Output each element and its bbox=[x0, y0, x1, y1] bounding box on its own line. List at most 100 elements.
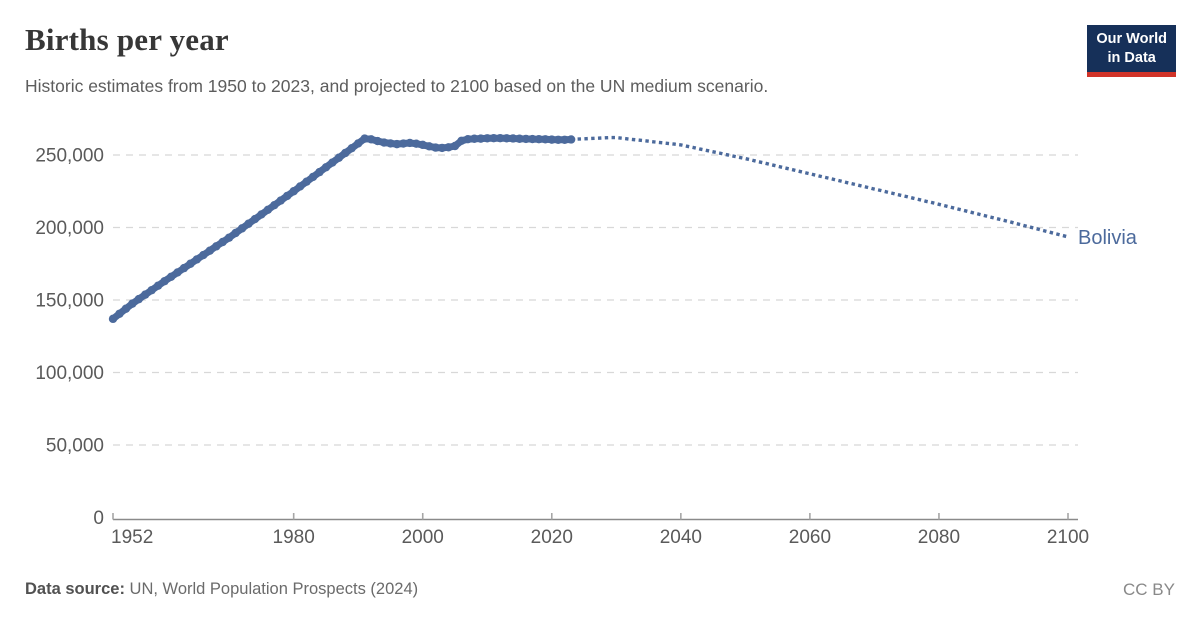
historic-point bbox=[244, 219, 253, 228]
x-axis-tick-label: 2040 bbox=[660, 527, 702, 548]
x-axis-tick-label: 2020 bbox=[531, 527, 573, 548]
historic-point bbox=[115, 309, 124, 318]
historic-point bbox=[212, 242, 221, 251]
historic-point bbox=[489, 133, 498, 143]
x-axis-tick-label: 1952 bbox=[111, 527, 153, 548]
historic-point bbox=[444, 143, 453, 152]
historic-point bbox=[528, 134, 537, 144]
historic-point bbox=[399, 139, 408, 148]
historic-point bbox=[457, 136, 466, 145]
historic-point bbox=[199, 250, 208, 260]
historic-point bbox=[179, 263, 189, 273]
x-axis-tick-label: 2000 bbox=[402, 527, 444, 548]
historic-point bbox=[166, 272, 176, 281]
historic-point bbox=[263, 205, 273, 215]
historic-point bbox=[160, 276, 169, 286]
data-source-label: Data source: bbox=[25, 580, 125, 598]
historic-point bbox=[186, 259, 195, 268]
historic-point bbox=[250, 214, 260, 224]
historic-point bbox=[289, 187, 298, 196]
historic-point bbox=[392, 139, 402, 149]
y-axis-tick-label: 50,000 bbox=[46, 436, 104, 457]
historic-point bbox=[424, 142, 434, 151]
historic-point bbox=[302, 177, 311, 186]
historic-point bbox=[153, 281, 163, 290]
historic-point bbox=[431, 143, 440, 152]
historic-point bbox=[224, 233, 234, 242]
historic-point bbox=[308, 172, 318, 182]
historic-point bbox=[173, 268, 182, 277]
y-axis-tick-label: 0 bbox=[93, 508, 104, 529]
historic-point bbox=[521, 134, 531, 144]
data-source-text: UN, World Population Prospects (2024) bbox=[124, 580, 419, 598]
historic-point bbox=[508, 134, 518, 143]
entity-label: Bolivia bbox=[1078, 227, 1138, 249]
historic-point bbox=[108, 314, 118, 324]
x-axis-tick-label: 2100 bbox=[1047, 527, 1089, 548]
historic-point bbox=[405, 138, 415, 148]
historic-point bbox=[218, 237, 227, 247]
historic-point bbox=[534, 134, 544, 144]
historic-point bbox=[315, 167, 324, 177]
y-axis-tick-label: 250,000 bbox=[35, 146, 104, 167]
historic-point bbox=[334, 153, 344, 162]
historic-point bbox=[373, 136, 382, 146]
historic-point bbox=[554, 135, 563, 144]
y-axis-tick-label: 150,000 bbox=[35, 291, 104, 312]
historic-point bbox=[418, 140, 427, 150]
y-axis-tick-label: 200,000 bbox=[35, 218, 104, 239]
x-axis-tick-label: 2080 bbox=[918, 527, 960, 548]
historic-point bbox=[283, 191, 292, 201]
historic-point bbox=[463, 134, 473, 144]
historic-point bbox=[495, 133, 505, 143]
historic-point bbox=[541, 135, 550, 144]
historic-point bbox=[276, 196, 285, 205]
historic-point bbox=[192, 255, 202, 264]
historic-point bbox=[341, 148, 350, 158]
data-source-note: Data source: UN, World Population Prospe… bbox=[25, 580, 418, 599]
historic-point bbox=[347, 143, 356, 153]
chart-subtitle: Historic estimates from 1950 to 2023, an… bbox=[25, 76, 769, 96]
historic-point bbox=[134, 294, 144, 304]
historic-point bbox=[412, 139, 421, 148]
projected-line[interactable] bbox=[577, 135, 1069, 239]
historic-point bbox=[566, 135, 576, 144]
license-link[interactable]: CC BY bbox=[1123, 580, 1175, 599]
historic-point bbox=[147, 285, 156, 295]
line-chart[interactable]: 0 50,000 100,000 150,000 200,000 250,000 1952 1… bbox=[0, 108, 1200, 568]
historic-point bbox=[321, 163, 331, 172]
historic-point bbox=[121, 304, 131, 313]
owid-logo-line2: in Data bbox=[1107, 49, 1156, 66]
historic-line[interactable] bbox=[109, 134, 575, 323]
historic-point bbox=[483, 134, 492, 143]
y-axis-tick-label: 100,000 bbox=[35, 363, 104, 384]
historic-point bbox=[360, 134, 369, 143]
historic-point bbox=[470, 134, 479, 143]
historic-point bbox=[502, 134, 511, 143]
historic-point bbox=[237, 224, 247, 233]
historic-point bbox=[386, 139, 395, 148]
historic-point bbox=[437, 143, 447, 153]
historic-point bbox=[231, 228, 240, 238]
historic-point bbox=[379, 138, 389, 147]
x-axis-tick-label: 1980 bbox=[273, 527, 315, 548]
owid-logo[interactable]: Our World in Data bbox=[1087, 25, 1176, 78]
historic-point bbox=[450, 141, 460, 151]
historic-point bbox=[366, 135, 376, 144]
historic-point bbox=[270, 200, 279, 210]
historic-point bbox=[547, 135, 556, 144]
page-title: Births per year bbox=[25, 22, 229, 57]
historic-point bbox=[560, 135, 569, 144]
historic-point bbox=[205, 246, 214, 255]
historic-point bbox=[295, 182, 305, 191]
x-axis-tick-label: 2060 bbox=[789, 527, 831, 548]
historic-point bbox=[354, 139, 363, 148]
historic-point bbox=[128, 299, 137, 308]
historic-point bbox=[328, 158, 337, 167]
owid-logo-line1: Our World bbox=[1096, 31, 1167, 47]
historic-point bbox=[257, 210, 266, 219]
historic-point bbox=[476, 134, 486, 143]
historic-point bbox=[515, 134, 524, 143]
historic-point bbox=[141, 290, 150, 299]
